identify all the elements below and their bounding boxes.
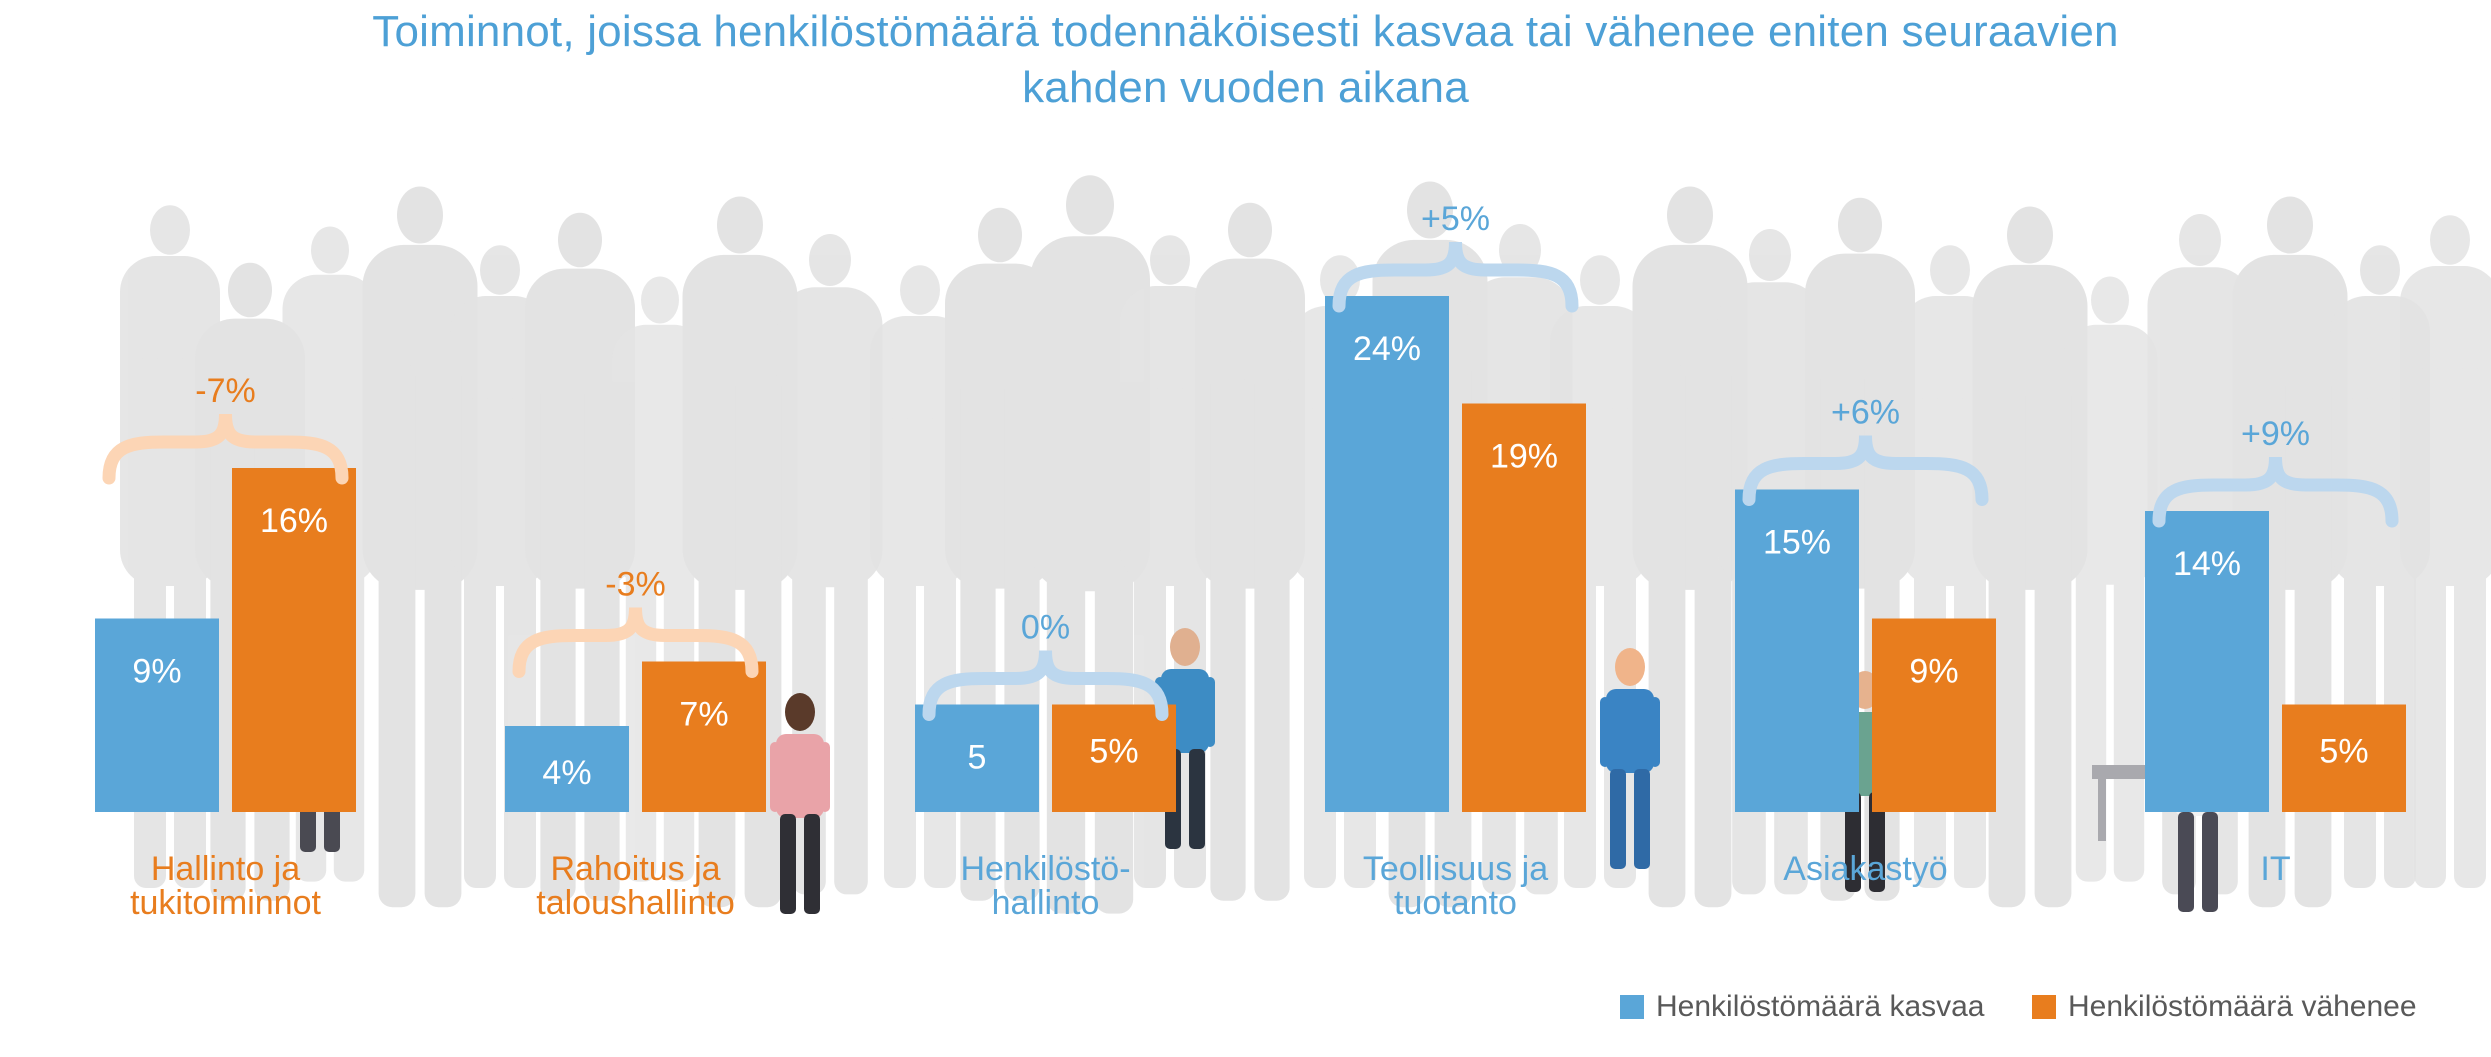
bar-vahenee-3 bbox=[1052, 704, 1176, 812]
net-change-label-3: 0% bbox=[1021, 609, 1070, 647]
net-change-brace-2 bbox=[512, 607, 759, 678]
person-silhouette-23 bbox=[1972, 206, 2088, 908]
bar-kasvaa-6 bbox=[2145, 511, 2269, 812]
category-label-1-line-2: tukitoiminnot bbox=[130, 884, 321, 922]
category-label-2-line-2: taloushallinto bbox=[536, 884, 734, 922]
bar-label-kasvaa-2: 4% bbox=[542, 754, 591, 792]
bar-kasvaa-4 bbox=[1325, 296, 1449, 812]
category-label-4-line-2: tuotanto bbox=[1394, 884, 1517, 922]
person-silhouette-28 bbox=[2400, 215, 2491, 888]
chart-title-line-2: kahden vuoden aikana bbox=[1022, 63, 1469, 112]
bar-label-kasvaa-6: 14% bbox=[2173, 545, 2241, 583]
bar-label-vahenee-6: 5% bbox=[2319, 733, 2368, 771]
category-label-2-line-1: Rahoitus ja bbox=[550, 850, 720, 888]
legend-swatch-kasvaa bbox=[1620, 995, 1644, 1019]
legend-label-kasvaa: Henkilöstömäärä kasvaa bbox=[1656, 990, 1985, 1023]
bar-label-vahenee-3: 5% bbox=[1089, 733, 1138, 771]
net-change-label-4: +5% bbox=[1421, 200, 1490, 238]
person-silhouette-14 bbox=[1195, 202, 1305, 901]
walking-man-figure bbox=[1600, 648, 1660, 869]
category-label-4-line-1: Teollisuus ja bbox=[1363, 850, 1548, 888]
net-change-label-6: +9% bbox=[2241, 415, 2310, 453]
legend-swatch-vahenee bbox=[2032, 995, 2056, 1019]
legend-item-vahenee: Henkilöstömäärä vähenee bbox=[2032, 985, 2417, 1029]
net-change-label-2: -3% bbox=[605, 566, 665, 604]
bar-label-kasvaa-1: 9% bbox=[132, 653, 181, 691]
net-change-brace-4 bbox=[1332, 241, 1579, 313]
bar-vahenee-5 bbox=[1872, 618, 1996, 812]
category-label-1-line-1: Hallinto ja bbox=[151, 850, 300, 888]
bar-kasvaa-3 bbox=[915, 704, 1039, 812]
legend-item-kasvaa: Henkilöstömäärä kasvaa bbox=[1620, 985, 1985, 1029]
bar-kasvaa-5 bbox=[1735, 489, 1859, 812]
bar-vahenee-4 bbox=[1462, 403, 1586, 812]
legend-label-vahenee: Henkilöstömäärä vähenee bbox=[2068, 990, 2417, 1023]
bar-kasvaa-2 bbox=[505, 726, 629, 812]
chart-title-line-1: Toiminnot, joissa henkilöstömäärä todenn… bbox=[372, 7, 2119, 56]
standing-woman-figure bbox=[1155, 628, 1215, 849]
crowd-silhouettes-background bbox=[120, 175, 2491, 914]
bar-label-kasvaa-5: 15% bbox=[1763, 524, 1831, 562]
category-label-3-line-1: Henkilöstö- bbox=[960, 850, 1130, 888]
person-silhouette-24 bbox=[2062, 276, 2158, 882]
bar-label-kasvaa-4: 24% bbox=[1353, 330, 1421, 368]
bar-kasvaa-1 bbox=[95, 618, 219, 812]
net-change-brace-6 bbox=[2152, 456, 2399, 528]
desk-leg-shape bbox=[2098, 779, 2106, 841]
bar-label-kasvaa-3: 5 bbox=[968, 739, 987, 777]
bar-vahenee-2 bbox=[642, 661, 766, 812]
net-change-brace-1 bbox=[102, 413, 349, 485]
category-label-5-line-1: Asiakastyö bbox=[1783, 850, 1947, 888]
bar-vahenee-1 bbox=[232, 468, 356, 812]
bar-label-vahenee-4: 19% bbox=[1490, 438, 1558, 476]
net-change-label-1: -7% bbox=[195, 372, 255, 410]
person-silhouette-4 bbox=[362, 186, 478, 908]
sitting-woman-figure bbox=[770, 693, 830, 914]
bar-label-vahenee-5: 9% bbox=[1909, 653, 1958, 691]
net-change-brace-3 bbox=[922, 650, 1169, 721]
net-change-label-5: +6% bbox=[1831, 394, 1900, 432]
bar-vahenee-6 bbox=[2282, 704, 2406, 812]
bar-label-vahenee-1: 16% bbox=[260, 502, 328, 540]
net-change-brace-5 bbox=[1742, 435, 1989, 506]
category-label-6-line-1: IT bbox=[2260, 850, 2290, 888]
category-label-3-line-2: hallinto bbox=[992, 884, 1100, 922]
bar-label-vahenee-2: 7% bbox=[679, 696, 728, 734]
